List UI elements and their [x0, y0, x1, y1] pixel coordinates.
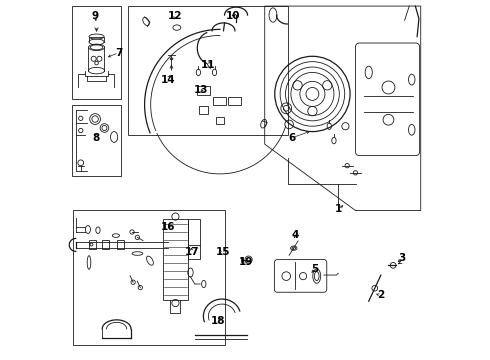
Text: 12: 12	[168, 11, 182, 21]
Text: 4: 4	[292, 230, 299, 239]
Text: 8: 8	[93, 133, 100, 143]
Text: 2: 2	[377, 291, 384, 301]
Text: 3: 3	[398, 253, 406, 263]
Text: 10: 10	[226, 11, 241, 21]
Text: 6: 6	[289, 133, 296, 143]
Text: 15: 15	[216, 247, 231, 257]
Text: 11: 11	[201, 60, 216, 70]
Text: 16: 16	[161, 222, 175, 231]
Text: 5: 5	[311, 264, 318, 274]
Text: 7: 7	[115, 48, 122, 58]
Text: 13: 13	[194, 85, 209, 95]
Text: 14: 14	[161, 75, 175, 85]
Text: 9: 9	[92, 11, 98, 21]
Text: 18: 18	[211, 316, 225, 326]
Text: 1: 1	[335, 204, 342, 215]
Text: 17: 17	[185, 247, 199, 257]
Text: 19: 19	[239, 257, 253, 267]
